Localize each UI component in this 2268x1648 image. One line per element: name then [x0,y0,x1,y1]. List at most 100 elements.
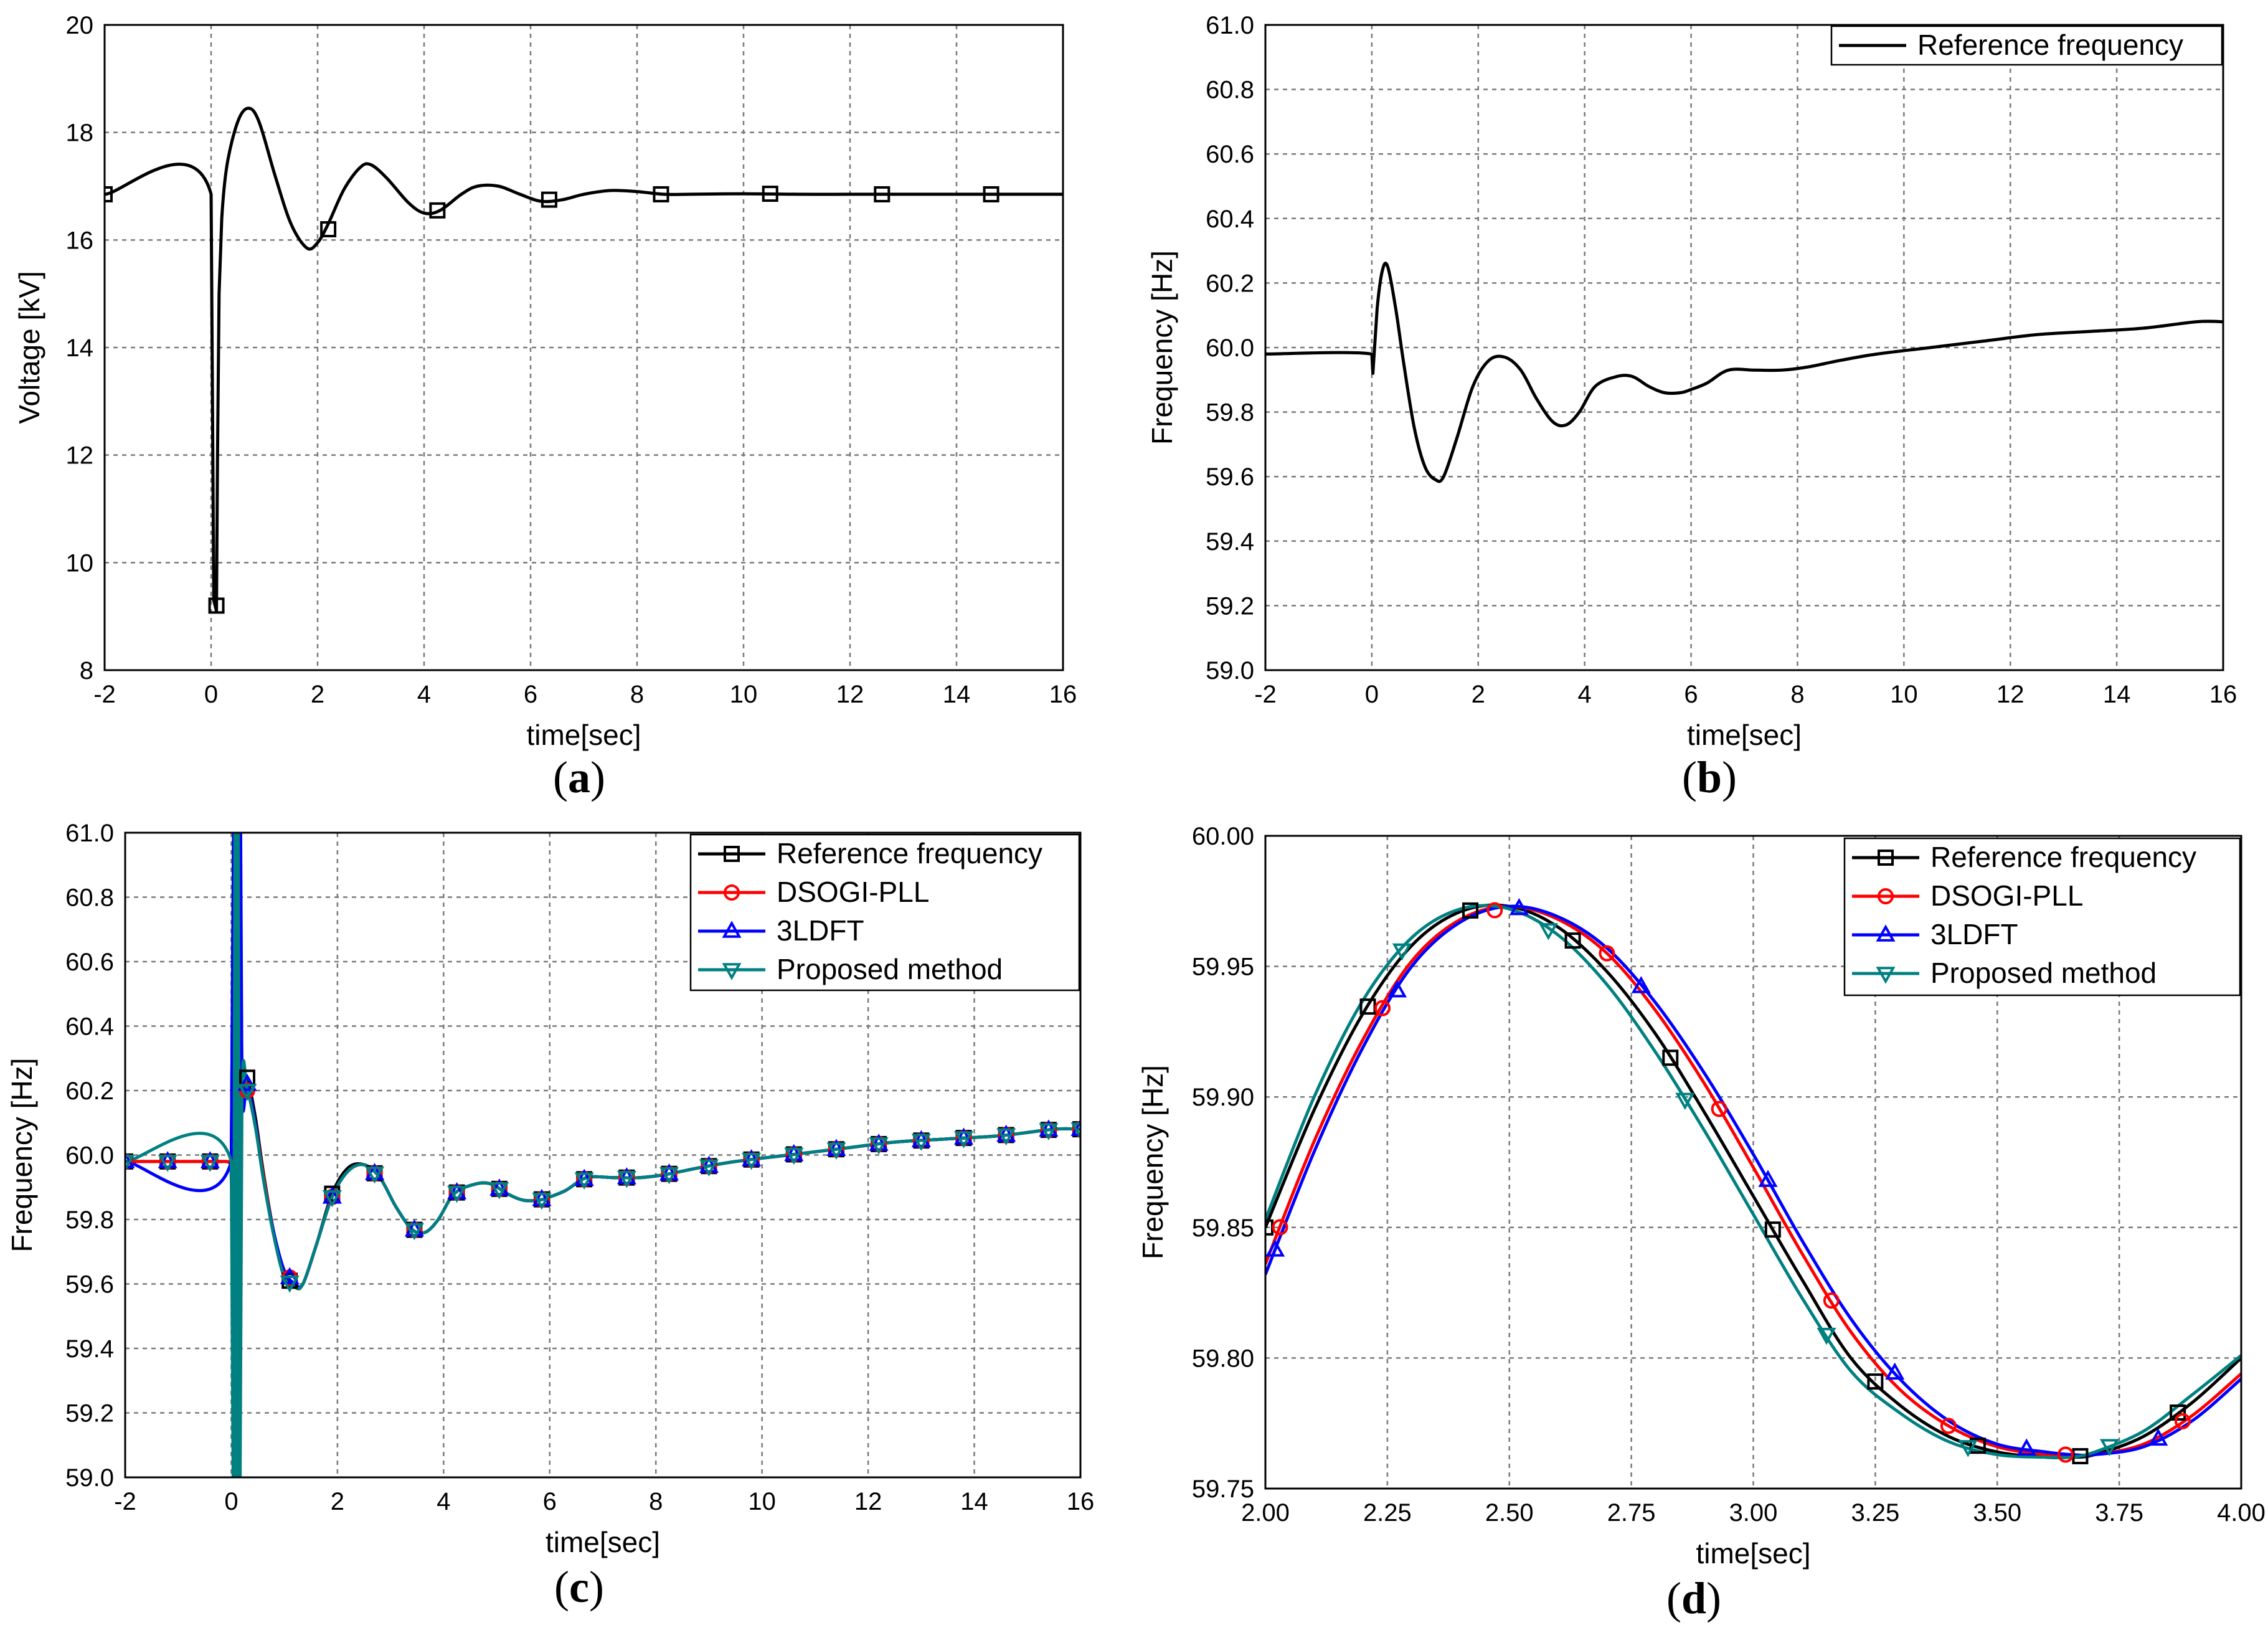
data-point-dsogi-pll [1486,902,1503,919]
x-tick-label: 0 [204,681,218,708]
x-tick-label: 16 [2209,681,2237,708]
x-tick-label: 0 [224,1488,238,1515]
y-tick-label: 60.2 [65,1077,114,1105]
y-tick-label: 10 [66,549,94,577]
data-point-proposed-method [280,1276,300,1293]
data-point-dsogi-pll [2174,1413,2191,1429]
x-axis-label: time[sec] [526,719,641,751]
data-point-dsogi-pll [1072,1121,1080,1138]
legend-label: Reference frequency [1930,841,2196,873]
y-tick-label: 60.6 [1206,141,1254,168]
data-point-proposed-method [574,1172,594,1190]
series-line-reference-frequency [1265,262,2223,483]
data-point-proposed-method [1039,1123,1059,1140]
data-point-proposed-method [1817,1327,1836,1345]
x-tick-label: -2 [114,1488,136,1515]
y-tick-label: 12 [66,442,94,470]
data-point-3ldft [1758,1170,1778,1187]
y-axis-label: Frequency [Hz] [1136,1065,1169,1259]
y-tick-label: 59.4 [65,1335,114,1363]
data-point-proposed-method [1958,1440,1978,1457]
data-point-dsogi-pll [2057,1446,2074,1463]
y-tick-label: 59.0 [65,1464,114,1492]
data-point-voltage [541,191,557,208]
legend: Reference frequency [1830,25,2223,66]
y-tick-label: 60.6 [65,949,114,976]
x-tick-label: 2 [1472,681,1485,708]
data-point-proposed-method [1070,1122,1080,1140]
legend-box [1843,837,2241,997]
x-tick-label: 0 [1365,681,1379,708]
y-axis-label: Frequency [Hz] [6,1058,38,1253]
y-axis-label: Voltage [kV] [13,271,45,424]
data-point-reference-frequency [1764,1221,1781,1238]
data-point-voltage [762,186,778,202]
x-tick-label: 16 [1067,1488,1095,1515]
data-point-voltage [874,186,891,202]
data-point-3ldft [2016,1438,2036,1456]
x-tick-label: 3.75 [2095,1499,2143,1527]
x-tick-label: 14 [2103,681,2131,708]
data-point-voltage [429,202,446,219]
axes-frame [1264,835,2242,1490]
panel-b-chart: -2 0 2 4 6 8 10 12 14 16 59.0 59.2 59.4 59.6 59.8 60.0 6… [1146,12,2237,802]
legend-label: Reference frequency [1917,29,2183,61]
x-tick-label: 2.75 [1607,1499,1656,1527]
x-axis-label: time[sec] [546,1526,660,1558]
data-point-voltage [105,186,113,202]
legend-label: 3LDFT [1930,918,2018,950]
y-tick-label: 59.6 [65,1271,114,1299]
x-axis-label: time[sec] [1696,1537,1810,1570]
y-tick-label: 59.2 [65,1400,114,1428]
axes-frame [1264,24,2224,671]
x-tick-label: 3.50 [1973,1499,2021,1527]
y-tick-label: 60.8 [1206,77,1254,104]
legend: Reference frequency DSOGI-PLL 3LDFT Propose… [1843,837,2241,997]
y-tick-label: 8 [80,657,93,684]
y-tick-label: 59.4 [1206,528,1254,556]
x-tick-label: 4 [437,1488,450,1515]
legend-marker [722,921,742,938]
legend-label: DSOGI-PLL [777,876,929,908]
x-tick-label: 2 [311,681,324,708]
y-tick-label: 59.85 [1192,1215,1254,1242]
legend-label: Proposed method [1930,957,2157,989]
y-tick-label: 59.75 [1192,1475,1254,1503]
legend-marker [724,884,740,901]
y-tick-label: 20 [66,12,94,39]
y-tick-label: 59.8 [65,1206,114,1234]
series-line-3ldft [1265,904,2241,1457]
data-point-reference-frequency [1462,902,1479,919]
legend-label: Reference frequency [777,837,1042,869]
x-tick-label: 8 [649,1488,663,1515]
data-point-proposed-method [1392,943,1412,961]
data-point-proposed-method [1675,1092,1695,1111]
y-tick-label: 59.90 [1192,1084,1254,1111]
legend-marker [722,963,742,980]
legend-marker [724,846,740,862]
x-tick-label: 2.25 [1363,1499,1412,1527]
y-tick-label: 60.00 [1192,823,1254,850]
data-point-proposed-method [826,1142,846,1160]
data-point-reference-frequency [1867,1373,1884,1390]
data-point-voltage [653,186,669,202]
x-tick-label: 14 [943,681,971,708]
legend-label: DSOGI-PLL [1930,879,2083,912]
y-tick-label: 59.8 [1206,399,1254,427]
legend-label: 3LDFT [777,914,864,947]
y-tick-label: 59.95 [1192,954,1254,981]
x-tick-label: 3.00 [1729,1499,1778,1527]
data-point-3ldft [237,1073,257,1091]
y-tick-label: 59.0 [1206,657,1254,684]
data-point-proposed-method [158,1155,177,1172]
data-point-proposed-method [200,1155,220,1172]
legend-marker [1876,967,1896,984]
data-point-proposed-method [953,1131,974,1148]
y-tick-label: 18 [66,120,94,147]
data-point-proposed-method [659,1167,679,1185]
data-point-dsogi-pll [1599,945,1615,962]
y-tick-label: 14 [66,334,94,362]
data-point-proposed-method [742,1152,762,1170]
x-tick-label: 6 [543,1488,557,1515]
